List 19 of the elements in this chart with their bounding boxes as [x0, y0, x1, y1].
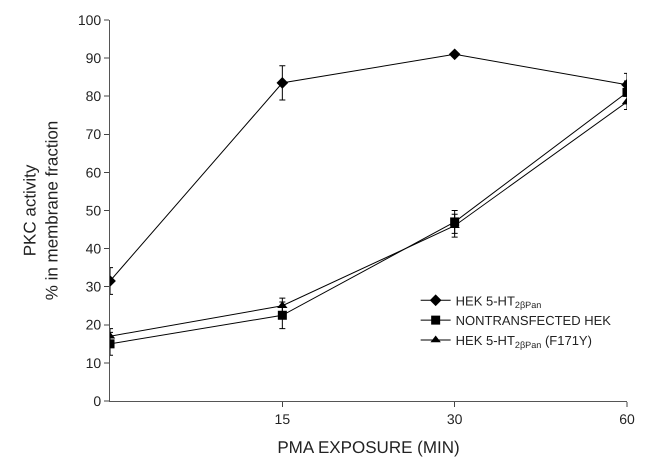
y-tick-label: 60	[86, 164, 102, 180]
y-tick-label: 80	[86, 88, 102, 104]
x-tick-label: 15	[274, 410, 290, 427]
y-tick-label: 50	[86, 202, 102, 218]
y-tick-label: 20	[86, 316, 102, 333]
legend-label: HEK 5-HT$_{2βPan}$	[456, 293, 542, 310]
y-tick-label: 0	[93, 392, 102, 409]
legend-label: NONTRANSFECTED HEK	[456, 313, 612, 328]
y-tick-label: 90	[86, 50, 102, 66]
y-tick-label: 10	[86, 354, 102, 371]
y-axis-title: PKC activity % in membrane fraction	[20, 120, 62, 300]
x-axis-title: PMA EXPOSURE (MIN)	[277, 438, 460, 458]
legend-label: HEK 5-HT$_{2βPan}$ (F171Y)	[456, 333, 592, 350]
x-tick-label: 30	[446, 410, 463, 427]
y-tick-label: 70	[86, 126, 102, 142]
y-tick-label: 30	[86, 278, 102, 295]
y-tick-label: 40	[86, 240, 102, 256]
x-tick-label: 60	[619, 410, 635, 427]
y-tick-label: 100	[78, 12, 102, 28]
